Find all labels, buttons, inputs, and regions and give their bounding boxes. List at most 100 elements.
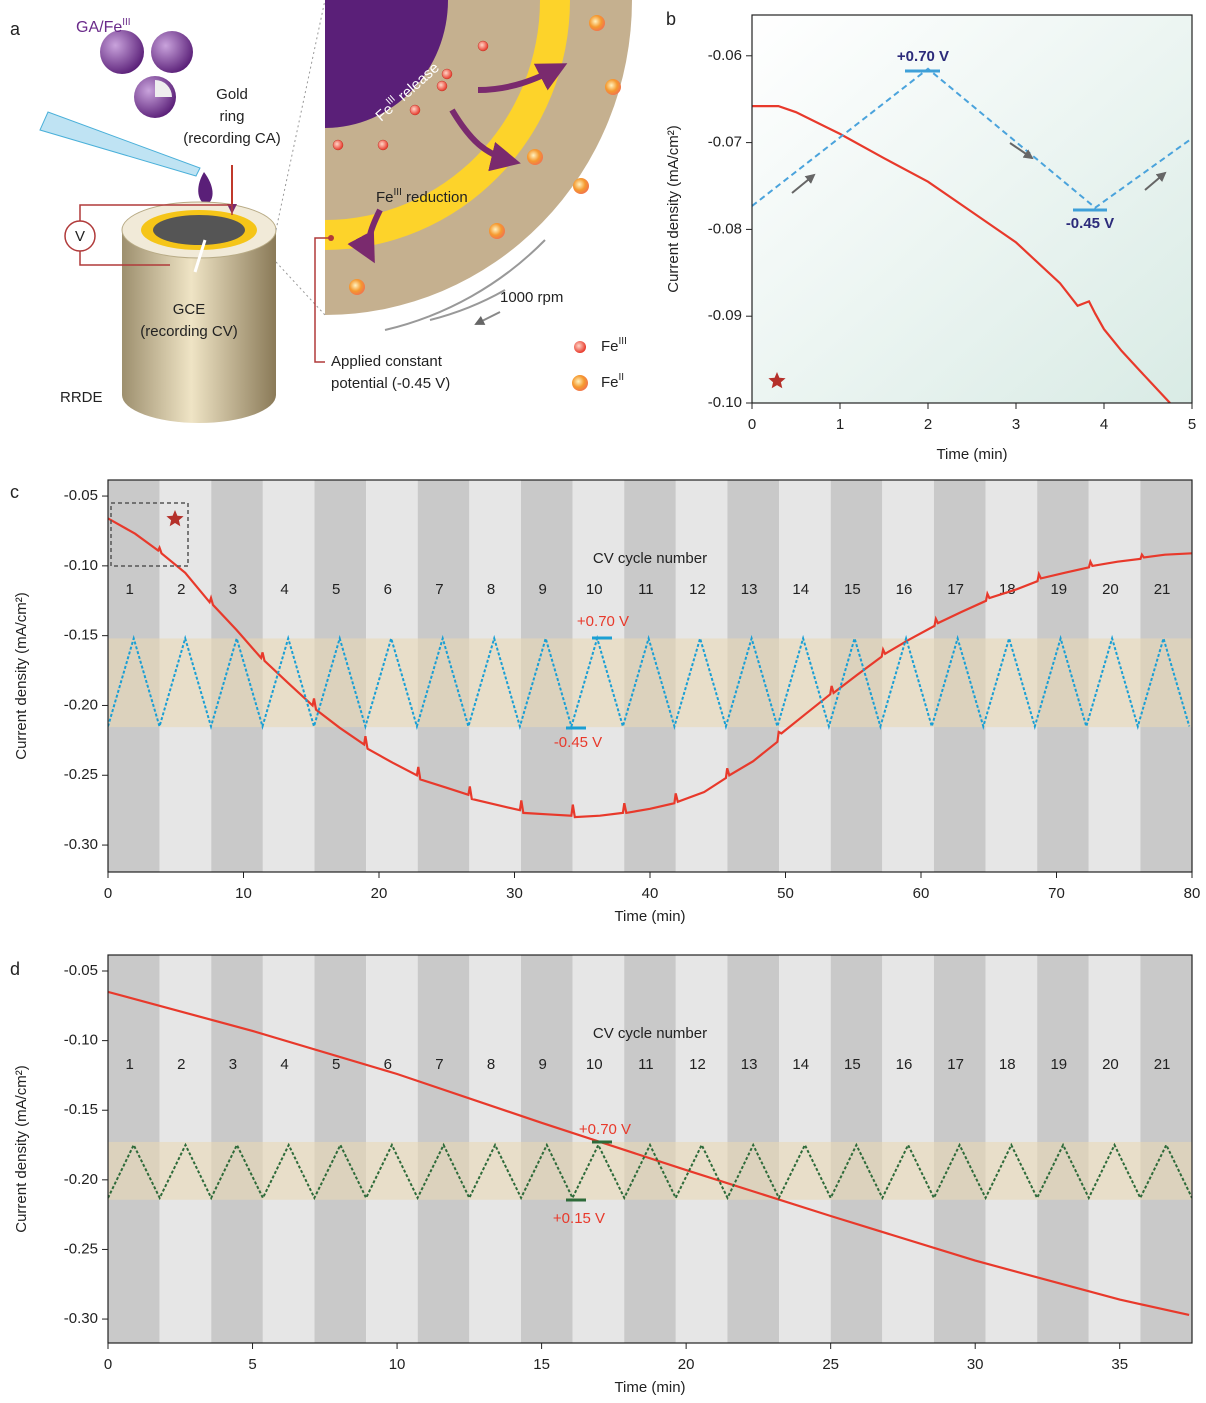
- y-tick-label: -0.30: [64, 836, 98, 853]
- x-tick-label: 0: [748, 416, 756, 433]
- gold-ring-label: (recording CA): [183, 130, 281, 147]
- cycle-number: 5: [332, 581, 340, 598]
- cycle-number: 20: [1102, 581, 1119, 598]
- gce-label: (recording CV): [140, 323, 238, 340]
- x-axis-label: Time (min): [936, 446, 1007, 463]
- y-tick-label: -0.09: [708, 307, 742, 324]
- cycle-number: 21: [1154, 581, 1171, 598]
- cycle-number: 14: [792, 581, 809, 598]
- y-tick-label: -0.05: [64, 962, 98, 979]
- annotation: +0.15 V: [553, 1210, 605, 1227]
- y-tick-label: -0.10: [64, 557, 98, 574]
- cycle-number: 2: [177, 581, 185, 598]
- y-tick-label: -0.07: [708, 134, 742, 151]
- legend-fe3: [574, 341, 586, 353]
- y-tick-label: -0.06: [708, 47, 742, 64]
- potential-band: [108, 638, 1192, 727]
- cycle-number: 16: [896, 581, 913, 598]
- x-tick-label: 40: [642, 885, 659, 902]
- x-tick-label: 5: [1188, 416, 1196, 433]
- cycle-number: 1: [126, 1056, 134, 1073]
- panel-label: c: [10, 482, 19, 502]
- x-tick-label: 20: [371, 885, 388, 902]
- cycle-number: 17: [947, 581, 964, 598]
- y-tick-label: -0.10: [708, 394, 742, 411]
- cycle-number: 11: [638, 581, 654, 598]
- gold-ring-label: Gold: [216, 86, 248, 103]
- sup: II: [619, 372, 625, 383]
- x-tick-label: 70: [1048, 885, 1065, 902]
- cycle-number: 21: [1154, 1056, 1171, 1073]
- y-tick-label: -0.05: [64, 487, 98, 504]
- cycle-number: 7: [435, 581, 443, 598]
- cycle-number: 10: [586, 581, 603, 598]
- y-axis-label: Current density (mA/cm²): [13, 1065, 30, 1233]
- x-tick-label: 0: [104, 1356, 112, 1373]
- cycle-number: 19: [1050, 581, 1067, 598]
- annotation: -0.45 V: [554, 734, 602, 751]
- cycle-label: CV cycle number: [593, 1025, 707, 1042]
- cycle-number: 16: [896, 1056, 913, 1073]
- gold-ring-label: ring: [219, 108, 244, 125]
- legend-label: FeIII: [601, 336, 627, 355]
- cycle-number: 8: [487, 1056, 495, 1073]
- text: GA/Fe: [76, 19, 122, 36]
- x-tick-label: 25: [822, 1356, 839, 1373]
- cycle-number: 13: [741, 581, 758, 598]
- cycle-number: 2: [177, 1056, 185, 1073]
- legend-fe2: [572, 375, 588, 391]
- cycle-number: 9: [538, 1056, 546, 1073]
- y-tick-label: -0.30: [64, 1310, 98, 1327]
- voltmeter-label: V: [75, 228, 85, 245]
- cycle-number: 8: [487, 581, 495, 598]
- sup: III: [122, 17, 130, 28]
- cycle-number: 15: [844, 1056, 861, 1073]
- x-tick-label: 60: [913, 885, 930, 902]
- cycle-number: 20: [1102, 1056, 1119, 1073]
- cycle-number: 1: [126, 581, 134, 598]
- speed-label: 1000 rpm: [500, 289, 563, 306]
- chart: -0.10-0.09-0.08-0.07-0.06012345Time (min…: [665, 15, 1196, 463]
- y-tick-label: -0.20: [64, 1171, 98, 1188]
- annotation: +0.70 V: [897, 48, 949, 65]
- y-tick-label: -0.10: [64, 1032, 98, 1049]
- cycle-number: 5: [332, 1056, 340, 1073]
- cycle-number: 7: [435, 1056, 443, 1073]
- applied-label: potential (-0.45 V): [331, 375, 450, 392]
- y-tick-label: -0.25: [64, 766, 98, 783]
- x-tick-label: 3: [1012, 416, 1020, 433]
- zoom-line: [276, 262, 325, 315]
- cycle-number: 4: [280, 1056, 288, 1073]
- pipette: [40, 112, 200, 176]
- cycle-label: CV cycle number: [593, 550, 707, 567]
- x-tick-label: 10: [389, 1356, 406, 1373]
- x-axis-label: Time (min): [614, 908, 685, 925]
- rrde-label: RRDE: [60, 389, 103, 406]
- x-tick-label: 4: [1100, 416, 1108, 433]
- page: { "panel_labels": ["a", "b", "c", "d"], …: [0, 0, 1206, 1403]
- cycle-number: 13: [741, 1056, 758, 1073]
- gce-label: GCE: [173, 301, 206, 318]
- zoom-line: [276, 0, 325, 230]
- sphere: [151, 31, 193, 73]
- panel-label: b: [666, 9, 676, 29]
- plot-background: [752, 15, 1192, 403]
- cycle-number: 19: [1050, 1056, 1067, 1073]
- y-tick-label: -0.15: [64, 627, 98, 644]
- x-tick-label: 35: [1111, 1356, 1128, 1373]
- contact: [328, 235, 334, 241]
- reduction-label: FeIII reduction: [376, 187, 468, 206]
- x-tick-label: 30: [967, 1356, 984, 1373]
- text: Fe: [376, 189, 394, 206]
- panel-label: d: [10, 959, 20, 979]
- x-tick-label: 15: [533, 1356, 550, 1373]
- gce: [153, 215, 245, 245]
- y-tick-label: -0.25: [64, 1240, 98, 1257]
- x-tick-label: 0: [104, 885, 112, 902]
- cycle-number: 3: [229, 581, 237, 598]
- x-tick-label: 20: [678, 1356, 695, 1373]
- annotation: +0.70 V: [579, 1121, 631, 1138]
- cycle-number: 11: [638, 1056, 654, 1073]
- text: Fe: [601, 374, 619, 391]
- cycle-number: 9: [538, 581, 546, 598]
